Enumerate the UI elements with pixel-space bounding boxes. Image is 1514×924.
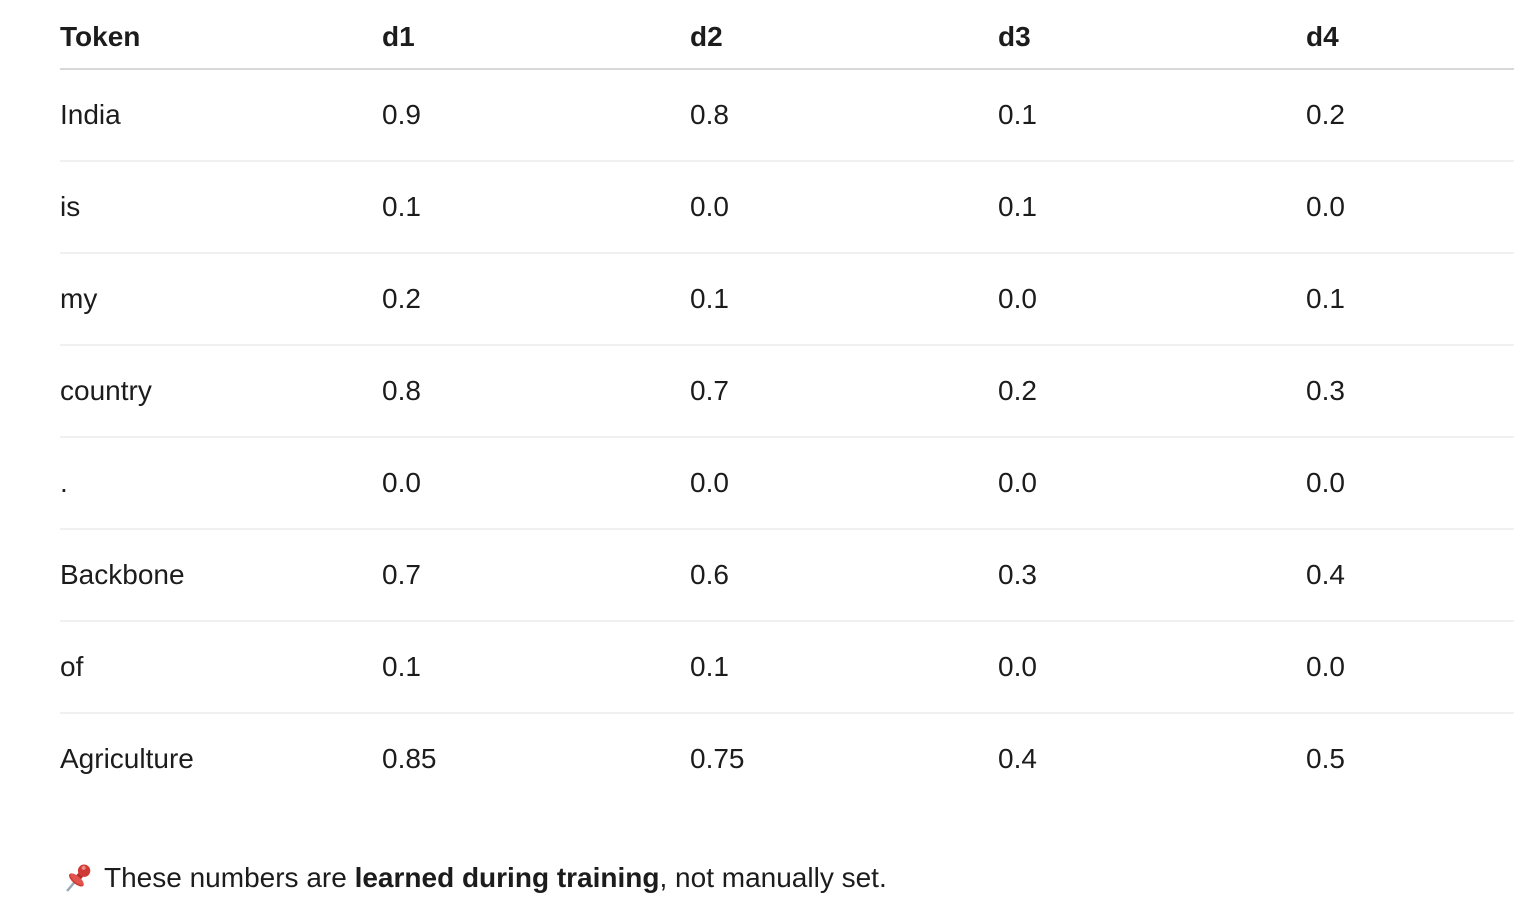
value-cell: 0.1 bbox=[382, 621, 690, 714]
value-cell: 0.0 bbox=[998, 437, 1306, 530]
value-cell: 0.0 bbox=[690, 161, 998, 254]
column-header-d2: d2 bbox=[690, 0, 998, 70]
value-cell: 0.8 bbox=[382, 345, 690, 438]
value-cell: 0.2 bbox=[998, 345, 1306, 438]
value-cell: 0.5 bbox=[1306, 743, 1345, 774]
column-header-d1: d1 bbox=[382, 0, 690, 70]
token-cell: of bbox=[60, 621, 382, 714]
column-header-d3: d3 bbox=[998, 0, 1306, 70]
value-cell: 0.4 bbox=[1306, 529, 1514, 622]
value-cell: 0.0 bbox=[690, 437, 998, 530]
table-row: India 0.9 0.8 0.1 0.2 bbox=[60, 69, 1514, 162]
table-row: my 0.2 0.1 0.0 0.1 bbox=[60, 253, 1514, 346]
value-cell: 0.4 bbox=[998, 743, 1037, 774]
token-weight-table: Token d1 d2 d3 d4 India 0.9 0.8 0.1 0.2 … bbox=[60, 0, 1514, 804]
value-cell: 0.75 bbox=[690, 743, 745, 774]
token-weight-table-wrap: Token d1 d2 d3 d4 India 0.9 0.8 0.1 0.2 … bbox=[60, 0, 1514, 804]
note-bold: learned during training bbox=[354, 862, 660, 893]
value-cell: 0.0 bbox=[998, 621, 1306, 714]
token-cell: is bbox=[60, 161, 382, 254]
value-cell: 0.8 bbox=[690, 69, 998, 162]
value-cell: 0.2 bbox=[382, 253, 690, 346]
value-cell: 0.0 bbox=[382, 437, 690, 530]
token-cell: Agriculture bbox=[60, 743, 194, 774]
value-cell: 0.7 bbox=[690, 345, 998, 438]
column-header-token: Token bbox=[60, 0, 382, 70]
value-cell: 0.85 bbox=[382, 743, 437, 774]
table-row: Backbone 0.7 0.6 0.3 0.4 bbox=[60, 529, 1514, 622]
training-note: These numbers are learned during trainin… bbox=[60, 860, 1514, 896]
table-row: . 0.0 0.0 0.0 0.0 bbox=[60, 437, 1514, 530]
value-cell: 0.0 bbox=[998, 253, 1306, 346]
token-cell: my bbox=[60, 253, 382, 346]
value-cell: 0.9 bbox=[382, 69, 690, 162]
value-cell: 0.7 bbox=[382, 529, 690, 622]
note-text: These numbers are learned during trainin… bbox=[104, 861, 887, 895]
token-cell: Backbone bbox=[60, 529, 382, 622]
token-cell: . bbox=[60, 437, 382, 530]
token-cell: India bbox=[60, 69, 382, 162]
value-cell: 0.1 bbox=[690, 253, 998, 346]
note-suffix: , not manually set. bbox=[659, 862, 887, 893]
value-cell: 0.0 bbox=[1306, 161, 1514, 254]
pushpin-icon bbox=[66, 864, 91, 892]
value-cell: 0.1 bbox=[690, 621, 998, 714]
value-cell: 0.1 bbox=[382, 161, 690, 254]
value-cell: 0.0 bbox=[1306, 437, 1514, 530]
value-cell: 0.1 bbox=[998, 161, 1306, 254]
value-cell: 0.3 bbox=[998, 529, 1306, 622]
value-cell: 0.6 bbox=[690, 529, 998, 622]
column-header-d4: d4 bbox=[1306, 0, 1514, 70]
header-row: Token d1 d2 d3 d4 bbox=[60, 0, 1514, 70]
value-cell: 0.1 bbox=[998, 69, 1306, 162]
value-cell: 0.0 bbox=[1306, 621, 1514, 714]
table-row: is 0.1 0.0 0.1 0.0 bbox=[60, 161, 1514, 254]
value-cell: 0.3 bbox=[1306, 345, 1514, 438]
table-row: Agriculture 0.85 0.75 0.4 0.5 bbox=[60, 713, 1514, 804]
value-cell: 0.1 bbox=[1306, 253, 1514, 346]
table-row: of 0.1 0.1 0.0 0.0 bbox=[60, 621, 1514, 714]
value-cell: 0.2 bbox=[1306, 69, 1514, 162]
table-row: country 0.8 0.7 0.2 0.3 bbox=[60, 345, 1514, 438]
token-cell: country bbox=[60, 345, 382, 438]
note-prefix: These numbers are bbox=[104, 862, 355, 893]
